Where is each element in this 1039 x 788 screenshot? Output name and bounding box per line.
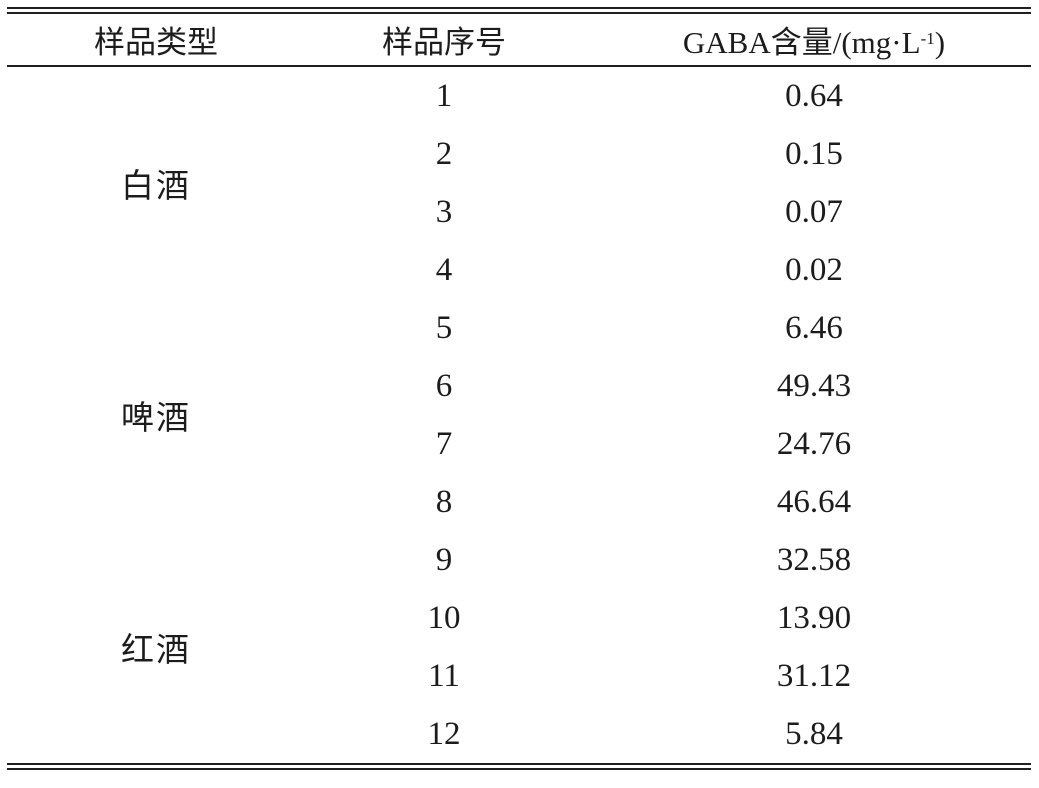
sample-no-cell: 9 (435, 541, 453, 578)
gaba-value-cell: 5.84 (785, 715, 843, 752)
gaba-value-cell: 32.58 (776, 541, 852, 578)
document-page: 样品类型 样品序号 GABA含量/(mg·L-1) 白酒 1 0.64 2 0.… (0, 7, 1039, 788)
gaba-unit-superscript: -1 (920, 28, 935, 48)
sample-type-cell-hongjiu: 红酒 (121, 633, 191, 669)
table-row: 10 13.90 (7, 589, 1031, 647)
gaba-value-cell: 0.07 (785, 193, 843, 230)
table-row: 12 5.84 (7, 705, 1031, 767)
sample-no-cell: 6 (435, 367, 453, 404)
gaba-value-cell: 13.90 (776, 599, 852, 636)
sample-no-cell: 10 (427, 599, 461, 636)
table-row: 7 24.76 (7, 415, 1031, 473)
table-row: 2 0.15 (7, 125, 1031, 183)
table-row: 3 0.07 (7, 183, 1031, 241)
column-header-sample-type: 样品类型 (7, 10, 305, 67)
table-row: 11 31.12 (7, 647, 1031, 705)
sample-type-cell-pijiu: 啤酒 (121, 401, 191, 437)
column-header-gaba-content: GABA含量/(mg·L-1) (583, 10, 1031, 67)
gaba-value-cell: 49.43 (776, 367, 852, 404)
table-row: 白酒 1 0.64 (7, 66, 1031, 206)
gaba-value-cell: 0.02 (785, 251, 843, 288)
table-row: 6 49.43 (7, 357, 1031, 415)
sample-no-cell: 8 (435, 483, 453, 520)
sample-no-cell: 12 (427, 715, 461, 752)
gaba-value-cell: 24.76 (776, 425, 852, 462)
table-row: 红酒 9 32.58 (7, 531, 1031, 670)
sample-type-cell-baijiu: 白酒 (121, 169, 191, 205)
gaba-content-table: 样品类型 样品序号 GABA含量/(mg·L-1) 白酒 1 0.64 2 0.… (7, 7, 1031, 770)
sample-no-cell: 11 (428, 657, 460, 694)
gaba-value-cell: 0.64 (785, 77, 843, 114)
gaba-value-cell: 46.64 (776, 483, 852, 520)
sample-no-cell: 1 (435, 77, 453, 114)
sample-no-cell: 2 (435, 135, 453, 172)
table-row: 8 46.64 (7, 473, 1031, 531)
table-row: 啤酒 5 6.46 (7, 299, 1031, 438)
table-row: 4 0.02 (7, 241, 1031, 299)
column-header-sample-no: 样品序号 (305, 10, 583, 67)
gaba-value-cell: 0.15 (785, 135, 843, 172)
gaba-unit-close-paren: ) (934, 25, 946, 60)
sample-no-cell: 5 (435, 309, 453, 346)
sample-no-cell: 4 (435, 251, 453, 288)
gaba-value-cell: 31.12 (776, 657, 852, 694)
table-header-row: 样品类型 样品序号 GABA含量/(mg·L-1) (7, 10, 1031, 67)
sample-no-cell: 3 (435, 193, 453, 230)
sample-no-cell: 7 (435, 425, 453, 462)
gaba-unit-text: GABA含量/(mg·L (682, 25, 921, 60)
gaba-value-cell: 6.46 (785, 309, 843, 346)
